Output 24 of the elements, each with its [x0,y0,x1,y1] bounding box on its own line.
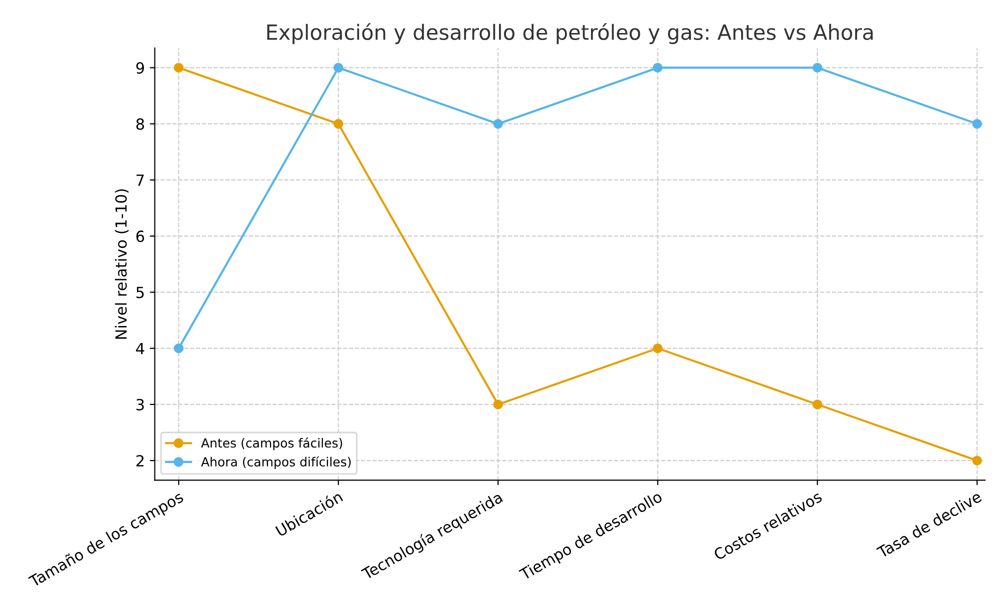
point [812,62,822,73]
point [972,456,982,466]
point [493,118,503,129]
y-tick-label: 4 [136,342,144,354]
y-tick-label: 3 [136,398,144,410]
y-tick-label: 2 [136,455,144,466]
y-tick-label: 5 [136,286,144,298]
y-tick-label: 9 [136,62,144,74]
point [334,118,344,129]
legend-label: Antes (campos fáciles) [201,438,342,450]
point [174,343,184,354]
chart-title: Exploración y desarrollo de petróleo y gas: Antes vs Ahora [267,23,873,44]
y-axis-title: Nivel relativo (1-10) [114,189,129,339]
y-tick-label: 6 [136,230,144,242]
point [334,62,344,73]
point [812,400,822,410]
y-tick-label: 8 [136,118,144,130]
point [174,62,184,73]
y-tick-label: 7 [136,174,144,186]
point [652,62,663,73]
point [493,400,503,410]
legend-label: Ahora (campos difíciles) [201,456,351,469]
point [652,343,663,354]
point [972,118,982,129]
